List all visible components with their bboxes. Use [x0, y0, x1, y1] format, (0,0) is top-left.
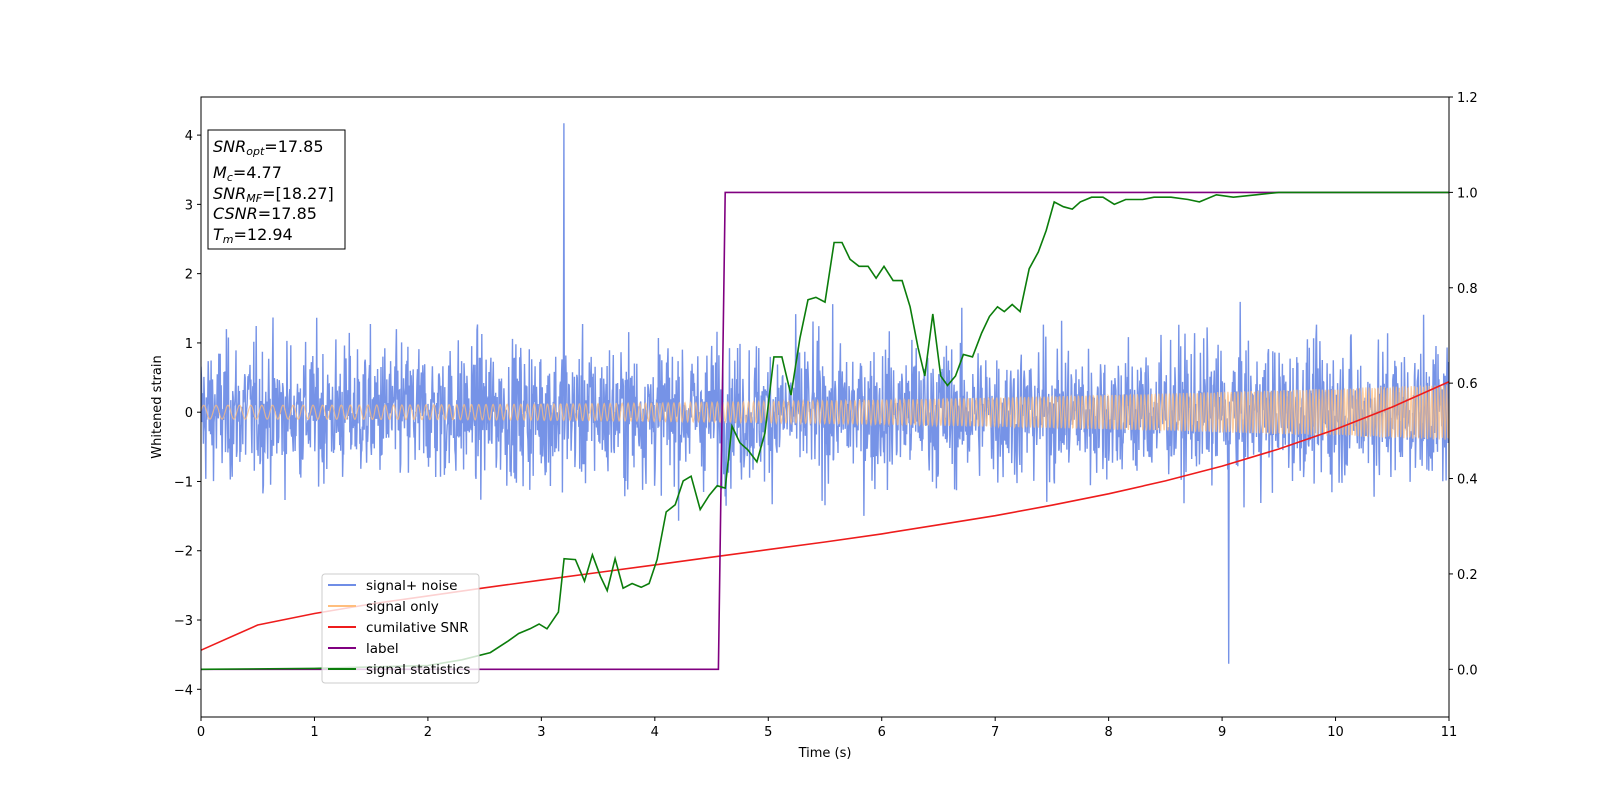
y-tick-label: 4 — [185, 129, 193, 144]
y-tick-label: −2 — [174, 545, 193, 560]
legend-label-signal-only: signal only — [366, 599, 439, 615]
info-box-frame — [207, 129, 346, 250]
y2-tick-label: 1.2 — [1457, 91, 1478, 106]
series-signal-only — [201, 384, 1449, 440]
x-tick-label: 8 — [1104, 725, 1112, 740]
x-tick-label: 1 — [310, 725, 318, 740]
y2-tick-label: 0.2 — [1457, 568, 1478, 583]
y2-axis-ticks: 0.0 0.2 0.4 0.6 0.8 1.0 1.2 — [1449, 91, 1478, 678]
y-tick-label: 2 — [185, 268, 193, 283]
y2-tick-label: 0.8 — [1457, 282, 1478, 297]
legend-label-label: label — [366, 641, 399, 657]
info-tm: Tm=12.94 — [213, 225, 293, 246]
y-tick-label: −1 — [174, 475, 193, 490]
y2-tick-label: 1.0 — [1457, 186, 1478, 201]
legend-label-signal-plus-noise: signal+ noise — [366, 578, 457, 594]
y-tick-label: −3 — [174, 614, 193, 629]
x-tick-label: 10 — [1327, 725, 1344, 740]
y2-tick-label: 0.6 — [1457, 377, 1478, 392]
chirp-trace — [201, 384, 1449, 440]
legend-frame — [321, 573, 480, 684]
y2-tick-label: 0.0 — [1457, 663, 1478, 678]
info-snr-mf: SNRMF=[18.27] — [213, 184, 334, 205]
x-tick-label: 4 — [651, 725, 659, 740]
signal-statistics-line — [201, 191, 1449, 671]
y-axis-ticks: −4 −3 −2 −1 0 1 2 3 4 — [174, 129, 201, 698]
x-tick-label: 3 — [537, 725, 545, 740]
y2-tick-label: 0.4 — [1457, 473, 1478, 488]
y-tick-label: −4 — [174, 683, 193, 698]
x-tick-label: 0 — [197, 725, 205, 740]
x-tick-label: 9 — [1218, 725, 1226, 740]
info-box: SNRopt=17.85 Mc=4.77 SNRMF=[18.27] CSNR=… — [207, 129, 346, 250]
x-tick-label: 5 — [764, 725, 772, 740]
info-chirp-mass: Mc=4.77 — [213, 163, 282, 184]
x-axis-ticks: 0 1 2 3 4 5 6 7 8 9 10 11 — [197, 717, 1457, 740]
legend-label-cumulative-snr: cumilative SNR — [366, 620, 469, 636]
y-tick-label: 3 — [185, 198, 193, 213]
plot-frame — [200, 96, 1450, 718]
info-csnr: CSNR=17.85 — [213, 204, 317, 223]
y-tick-label: 1 — [185, 337, 193, 352]
x-tick-label: 2 — [424, 725, 432, 740]
y-axis-label: Whitened strain — [150, 355, 165, 458]
x-tick-label: 6 — [878, 725, 886, 740]
legend-label-signal-statistics: signal statistics — [366, 662, 470, 678]
y-tick-label: 0 — [185, 406, 193, 421]
series-signal-statistics — [201, 191, 1449, 671]
info-snr-opt: SNRopt=17.85 — [213, 137, 324, 158]
x-tick-label: 11 — [1441, 725, 1458, 740]
x-axis-label: Time (s) — [798, 746, 852, 761]
legend: signal+ noise signal only cumilative SNR… — [321, 573, 480, 684]
x-tick-label: 7 — [991, 725, 999, 740]
